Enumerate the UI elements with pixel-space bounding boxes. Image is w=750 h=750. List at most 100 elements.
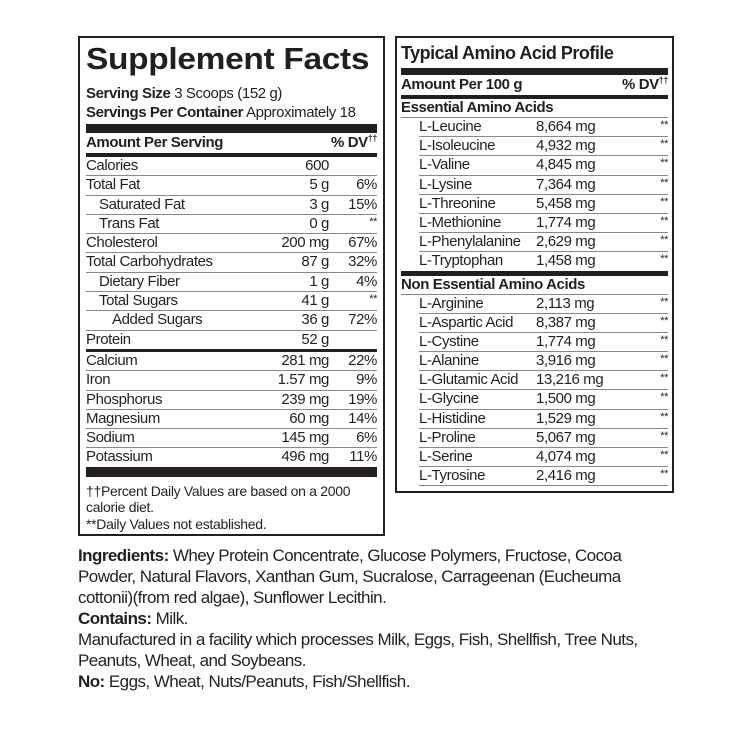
amino-name: L-Valine bbox=[419, 156, 470, 174]
dv-label: % DV bbox=[622, 76, 659, 93]
nutrient-dv: 32% bbox=[348, 253, 377, 271]
nutrient-name: Calcium bbox=[86, 351, 138, 369]
amount-per-serving-label: Amount Per Serving bbox=[86, 134, 223, 151]
nutrient-amount: 52 g bbox=[301, 330, 329, 348]
nutrient-amount: 145 mg bbox=[281, 429, 329, 447]
nutrient-amount: 36 g bbox=[301, 311, 329, 329]
amino-name: L-Aspartic Acid bbox=[419, 313, 514, 331]
nutrient-row: Total Fat 5 g 6% bbox=[86, 176, 377, 196]
amino-dv: ** bbox=[660, 176, 668, 189]
nonessential-label: Non Essential Amino Acids bbox=[401, 276, 668, 295]
divider bbox=[401, 270, 668, 276]
amino-row: L-Valine 4,845 mg ** bbox=[419, 156, 668, 176]
amino-amount: 1,529 mg bbox=[536, 409, 596, 427]
nutrient-group-macros: Calories 600 Total Fat 5 g 6% Saturated Fat 3 … bbox=[86, 157, 377, 350]
amino-name: L-Threonine bbox=[419, 194, 496, 212]
nutrient-dv: ** bbox=[369, 293, 377, 306]
amino-dv: ** bbox=[660, 157, 668, 170]
amino-name: L-Tyrosine bbox=[419, 467, 486, 485]
nutrient-dv: 19% bbox=[348, 390, 377, 408]
amino-amount: 4,845 mg bbox=[536, 156, 596, 174]
amino-dv: ** bbox=[660, 372, 668, 385]
amino-amount: 3,916 mg bbox=[536, 352, 596, 370]
amino-dv: ** bbox=[660, 138, 668, 151]
amino-dv: ** bbox=[660, 353, 668, 366]
nutrient-name: Dietary Fiber bbox=[99, 272, 180, 290]
amino-name: L-Leucine bbox=[419, 118, 482, 135]
nutrient-dv: 6% bbox=[356, 176, 377, 194]
nutrient-amount: 200 mg bbox=[281, 234, 329, 252]
nutrient-row: Potassium 496 mg 11% bbox=[86, 448, 377, 467]
amino-acid-panel: Typical Amino Acid Profile Amount Per 10… bbox=[395, 36, 674, 493]
nutrient-dv bbox=[329, 331, 377, 350]
nutrient-amount: 281 mg bbox=[281, 351, 329, 369]
amino-amount: 1,774 mg bbox=[536, 332, 596, 350]
nutrient-name: Magnesium bbox=[86, 409, 160, 427]
amino-header: Amount Per 100 g % DV†† bbox=[401, 75, 668, 95]
amino-amount: 8,387 mg bbox=[536, 313, 596, 331]
amino-name: L-Alanine bbox=[419, 352, 479, 370]
amino-name: L-Lysine bbox=[419, 175, 472, 193]
dv-mark: †† bbox=[367, 133, 378, 143]
nutrient-row: Magnesium 60 mg 14% bbox=[86, 409, 377, 430]
facility-statement: Manufactured in a facility which process… bbox=[78, 630, 638, 670]
nutrient-dv: 72% bbox=[348, 311, 377, 329]
amino-dv: ** bbox=[660, 410, 668, 423]
amino-name: L-Methionine bbox=[419, 213, 501, 231]
nutrient-dv: 11% bbox=[349, 448, 377, 466]
amino-row: L-Glycine 1,500 mg ** bbox=[419, 390, 668, 410]
free-from: No: Eggs, Wheat, Nuts/Peanuts, Fish/Shel… bbox=[78, 671, 678, 692]
nutrient-dv: 15% bbox=[348, 195, 377, 213]
amino-name: L-Tryptophan bbox=[419, 252, 503, 270]
nutrient-amount: 87 g bbox=[301, 253, 329, 271]
nutrient-dv: 9% bbox=[356, 371, 377, 389]
nutrient-name: Added Sugars bbox=[112, 311, 203, 329]
amino-dv: ** bbox=[660, 468, 668, 481]
nutrient-name: Protein bbox=[86, 330, 131, 348]
nutrient-row: Sodium 145 mg 6% bbox=[86, 429, 377, 449]
nutrient-row: Total Sugars 41 g ** bbox=[86, 292, 377, 312]
servings-per-container: Servings Per Container Approximately 18 bbox=[86, 103, 377, 122]
nutrient-name: Sodium bbox=[86, 429, 135, 447]
nutrient-name: Saturated Fat bbox=[99, 195, 185, 213]
nutrient-row: Added Sugars 36 g 72% bbox=[86, 311, 377, 331]
amino-dv: ** bbox=[660, 391, 668, 404]
nutrient-dv: ** bbox=[369, 215, 377, 228]
nutrient-dv: 22% bbox=[348, 351, 377, 369]
amino-amount: 4,932 mg bbox=[536, 137, 596, 155]
amount-header: Amount Per Serving % DV†† bbox=[86, 133, 377, 153]
amino-amount: 2,113 mg bbox=[536, 294, 595, 312]
amino-row: L-Proline 5,067 mg ** bbox=[419, 429, 668, 448]
amino-amount: 7,364 mg bbox=[536, 175, 596, 193]
amino-amount: 2,416 mg bbox=[536, 467, 596, 485]
amino-dv: ** bbox=[660, 119, 668, 131]
amino-amount: 8,664 mg bbox=[536, 118, 596, 135]
nutrient-row: Saturated Fat 3 g 15% bbox=[86, 196, 377, 215]
amino-amount: 4,074 mg bbox=[536, 448, 596, 465]
serving-size-label: Serving Size bbox=[86, 85, 171, 102]
amino-amount: 5,067 mg bbox=[536, 428, 596, 446]
amino-row: L-Isoleucine 4,932 mg ** bbox=[419, 137, 668, 157]
divider bbox=[86, 153, 377, 157]
product-info: Ingredients: Whey Protein Concentrate, G… bbox=[78, 545, 678, 692]
amino-dv: ** bbox=[660, 195, 668, 208]
amino-name: L-Serine bbox=[419, 448, 473, 465]
nutrient-row: Cholesterol 200 mg 67% bbox=[86, 234, 377, 254]
nutrient-name: Cholesterol bbox=[86, 234, 158, 252]
nutrient-dv bbox=[329, 157, 377, 175]
amino-row: L-Cystine 1,774 mg ** bbox=[419, 332, 668, 353]
nutrient-name: Total Carbohydrates bbox=[86, 253, 213, 271]
amino-amount: 1,774 mg bbox=[536, 213, 596, 231]
nutrient-amount: 41 g bbox=[301, 292, 329, 310]
footnote-not-established: **Daily Values not established. bbox=[86, 515, 267, 532]
no-text: Eggs, Wheat, Nuts/Peanuts, Fish/Shellfis… bbox=[108, 672, 411, 691]
serving-size: Serving Size 3 Scoops (152 g) bbox=[86, 84, 377, 103]
dv-header: % DV†† bbox=[331, 133, 377, 153]
essential-label: Essential Amino Acids bbox=[401, 99, 668, 118]
amino-row: L-Lysine 7,364 mg ** bbox=[419, 176, 668, 195]
amino-row: L-Tryptophan 1,458 mg ** bbox=[419, 252, 668, 271]
nutrient-row: Iron 1.57 mg 9% bbox=[86, 371, 377, 391]
supplement-facts-panel: Supplement Facts Serving Size 3 Scoops (… bbox=[78, 36, 385, 536]
nutrient-amount: 1 g bbox=[309, 272, 329, 290]
nutrient-name: Potassium bbox=[86, 448, 153, 466]
